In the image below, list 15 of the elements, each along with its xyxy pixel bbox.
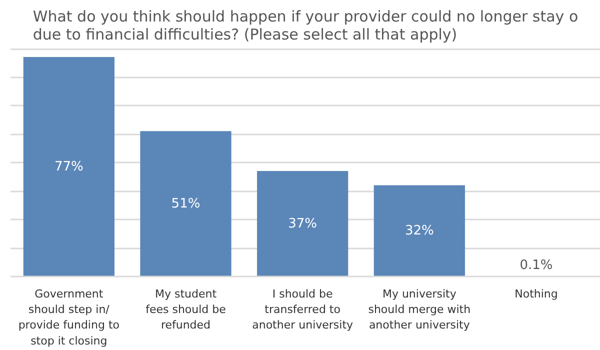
- data-label: 0.1%: [520, 258, 553, 274]
- bar: [374, 185, 465, 276]
- data-label: 77%: [54, 159, 84, 174]
- bar: [23, 57, 114, 276]
- x-tick-label: My student fees should be refunded: [146, 288, 226, 332]
- x-tick-label: Nothing: [514, 288, 558, 300]
- data-label: 32%: [404, 223, 434, 238]
- data-label: 51%: [171, 196, 200, 212]
- bar: [257, 171, 348, 276]
- x-tick-label: Government should step in/ provide funding to stop it closing: [18, 288, 120, 348]
- data-label: 37%: [288, 216, 318, 232]
- chart-title: What do you think should happen if your provider could no longer stay o due to financial difficulties? (Please select all that apply): [32, 8, 578, 44]
- x-tick-label: My university should merge with another university: [368, 288, 471, 332]
- x-tick-label: I should be transferred to another university: [252, 288, 354, 332]
- bar: [140, 131, 232, 276]
